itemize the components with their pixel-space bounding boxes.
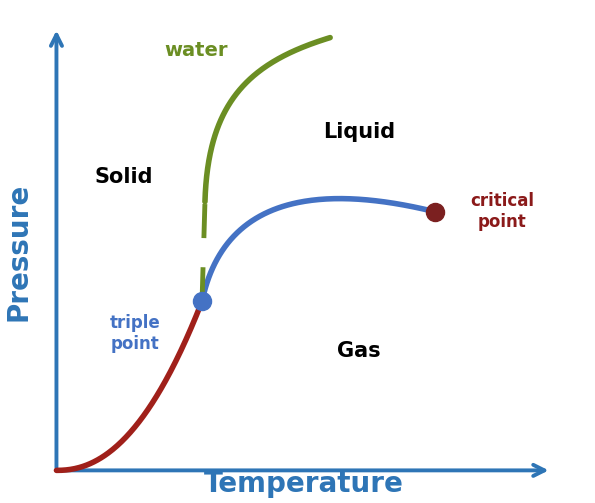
Text: triple
point: triple point	[109, 314, 161, 353]
Text: critical
point: critical point	[470, 192, 534, 231]
Text: Solid: Solid	[94, 167, 153, 187]
Text: Gas: Gas	[337, 341, 381, 361]
Text: water: water	[164, 41, 228, 59]
Text: Temperature: Temperature	[204, 470, 404, 498]
Text: Liquid: Liquid	[323, 122, 395, 142]
Text: Pressure: Pressure	[5, 183, 33, 320]
